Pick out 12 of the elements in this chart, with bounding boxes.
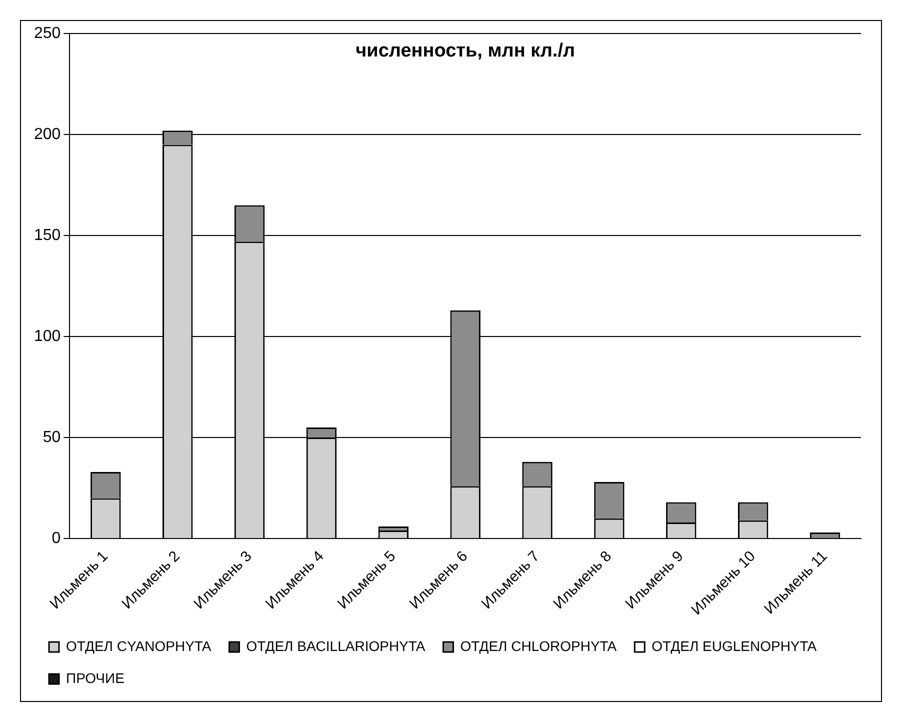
y-tick-label: 250 — [34, 25, 61, 42]
y-tick-label: 50 — [42, 429, 61, 446]
legend-label: ОТДЕЛ CHLOROPHYTA — [460, 638, 618, 654]
y-tick-label: 150 — [34, 227, 61, 244]
y-tick-label: 0 — [52, 530, 61, 548]
legend-label: ОТДЕЛ CYANOPHYTA — [66, 638, 212, 654]
legend-label: ОТДЕЛ BACILLARIOPHYTA — [246, 638, 426, 654]
y-tick-label: 200 — [34, 126, 61, 144]
legend-label: ОТДЕЛ EUGLENOPHYTA — [652, 638, 818, 654]
y-tick-label: 100 — [34, 328, 61, 346]
chart-title: численность, млн кл./л — [356, 40, 576, 62]
legend-label: ПРОЧИЕ — [66, 670, 124, 686]
